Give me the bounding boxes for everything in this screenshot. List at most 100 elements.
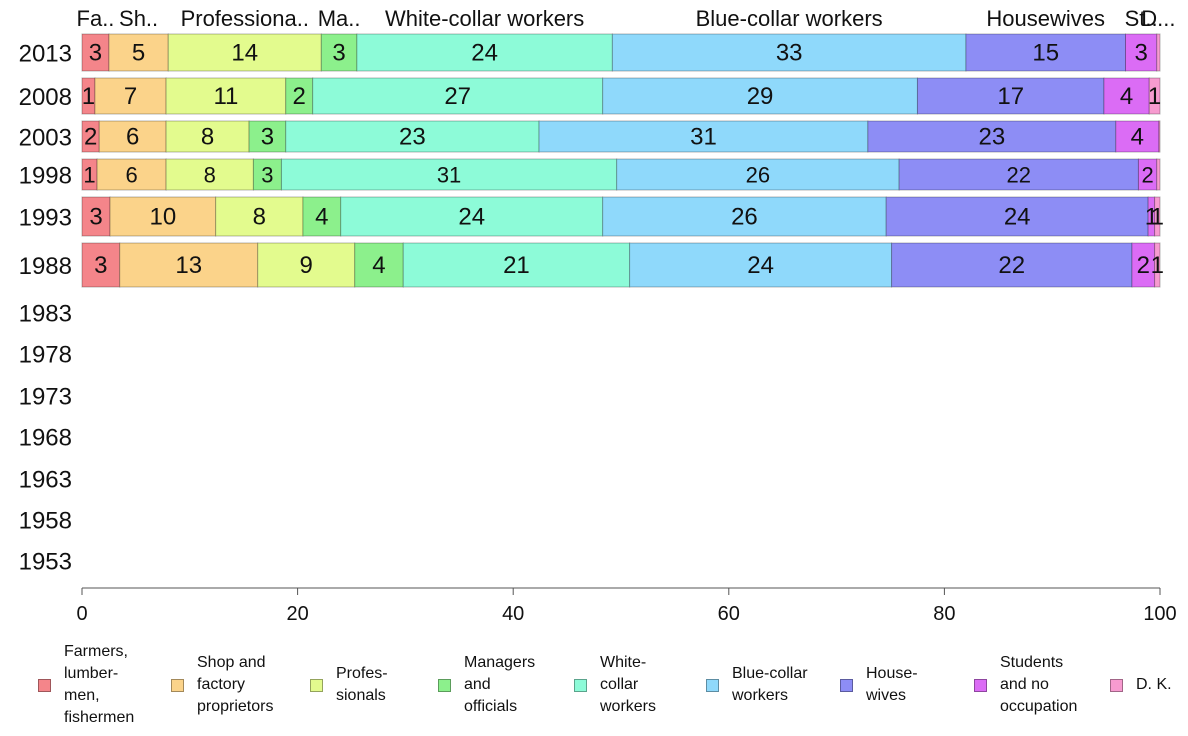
x-tick-label: 40: [502, 603, 524, 625]
legend-label: Farmers, lumber- men, fishermen: [64, 643, 135, 726]
bar-value-label: 13: [175, 252, 202, 279]
bar-value-label: 33: [776, 40, 803, 67]
bar-segment: [602, 77, 918, 115]
bar-value-label: 22: [998, 252, 1025, 279]
top-category-label: Professiona..: [181, 6, 309, 31]
bar-segment: [1148, 77, 1161, 115]
x-tick-label: 0: [76, 603, 87, 625]
legend-label: House- wives: [866, 665, 918, 704]
bar-value-label: 11: [213, 83, 238, 110]
bar-value-label: 2: [1137, 252, 1150, 279]
legend-swatch: [171, 678, 184, 692]
bar-value-label: 14: [231, 40, 258, 67]
y-tick-label: 1963: [19, 467, 72, 494]
bar-segment: [108, 33, 169, 72]
bar-value-label: 10: [149, 204, 176, 231]
legend-swatch: [706, 678, 719, 692]
bar-segment: [1154, 242, 1161, 288]
x-tick-label: 60: [718, 603, 740, 625]
legend-item: Farmers, lumber- men, fishermen: [38, 643, 134, 726]
bar-segment: [898, 158, 1139, 191]
bar-value-label: 2: [1141, 163, 1153, 188]
legend-swatch: [974, 678, 987, 692]
top-category-label: White-collar workers: [385, 6, 584, 31]
y-tick-label: 2013: [19, 41, 72, 68]
bar-value-label: 3: [261, 124, 274, 151]
y-tick-label: 1973: [19, 384, 72, 411]
bar-segments: [81, 33, 1161, 288]
bar-segment: [538, 120, 869, 153]
legend-swatch: [840, 678, 853, 692]
legend-item: Students and no occupation: [974, 645, 1077, 725]
bar-segment: [215, 196, 304, 237]
bar-value-label: 27: [444, 83, 471, 110]
legend-swatch: [574, 678, 587, 692]
bar-segment: [248, 120, 287, 153]
bar-value-label: 8: [204, 163, 216, 188]
legend-label: Managers and officials: [464, 654, 536, 715]
bar-value-label: 31: [690, 124, 717, 151]
bar-value-label: 6: [125, 163, 137, 188]
top-category-label: St..: [1125, 6, 1158, 31]
bar-value-label: 23: [978, 124, 1005, 151]
y-tick-label: 1983: [19, 301, 72, 328]
y-tick-label: 1988: [19, 253, 72, 280]
bar-segment: [285, 77, 314, 115]
bar-segment: [165, 158, 254, 191]
bar-value-label: 1: [1151, 252, 1164, 279]
bar-segment: [285, 120, 540, 153]
bar-segment: [81, 33, 110, 72]
legend-item: D. K.: [1110, 645, 1172, 725]
legend-label: White- collar workers: [600, 654, 657, 715]
legend-swatch: [310, 678, 323, 692]
legend-swatch: [438, 678, 451, 692]
legend-label: Students and no occupation: [1000, 654, 1078, 715]
bar-value-label: 4: [1120, 83, 1133, 110]
data-labels: 3 5 14 3 24 33 15 31 7 11 2 27 29 17 4 12 6 8 3 23 31 23 41 6 8 3…: [82, 40, 1164, 280]
legend-label: D. K.: [1136, 676, 1172, 693]
bar-segment: [340, 196, 604, 237]
bar-value-label: 4: [372, 252, 385, 279]
bar-segment: [354, 242, 404, 288]
bar-segment: [312, 77, 604, 115]
bar-value-label: 1: [1151, 204, 1164, 231]
y-tick-label: 1968: [19, 425, 72, 452]
bar-value-label: 7: [124, 83, 137, 110]
y-tick-label: 1958: [19, 508, 72, 535]
bar-value-label: 2: [293, 83, 306, 110]
bar-value-label: 23: [399, 124, 426, 151]
bar-value-label: 24: [458, 204, 485, 231]
bar-value-label: 1: [82, 83, 95, 110]
bar-segment: [94, 77, 167, 115]
legend-item: House- wives: [840, 645, 918, 725]
bar-value-label: 5: [132, 40, 145, 67]
legend-label: Blue-collar workers: [732, 665, 808, 704]
bar-segment: [885, 196, 1149, 237]
bar-segment: [1156, 33, 1161, 72]
bar-segment: [1158, 120, 1161, 153]
legend-label: Shop and factory proprietors: [197, 654, 274, 715]
bar-segment: [356, 33, 613, 72]
y-tick-label: 1953: [19, 549, 72, 576]
y-tick-label: 1993: [19, 205, 72, 232]
bar-value-label: 8: [253, 204, 266, 231]
chart-plot: Fa.. Sh.. Professiona.. Ma.. White-collar wo…: [19, 6, 1177, 625]
bar-value-label: 3: [1134, 40, 1147, 67]
top-category-label: Fa..: [77, 6, 115, 31]
bar-value-label: 3: [332, 40, 345, 67]
legend-item: Profes- sionals: [310, 645, 388, 725]
bar-segment: [257, 242, 356, 288]
x-tick-label: 100: [1143, 603, 1176, 625]
bar-segment: [280, 158, 618, 191]
bar-segment: [96, 158, 167, 191]
bar-segment: [167, 33, 322, 72]
x-tick-label: 20: [286, 603, 308, 625]
legend-item: White- collar workers: [574, 645, 656, 725]
legend-swatch: [38, 678, 51, 692]
top-category-label: D...: [1141, 6, 1175, 31]
bar-value-label: 15: [1032, 40, 1059, 67]
bar-value-label: 1: [83, 163, 95, 188]
y-tick-label: 1978: [19, 342, 72, 369]
bar-value-label: 29: [747, 83, 774, 110]
